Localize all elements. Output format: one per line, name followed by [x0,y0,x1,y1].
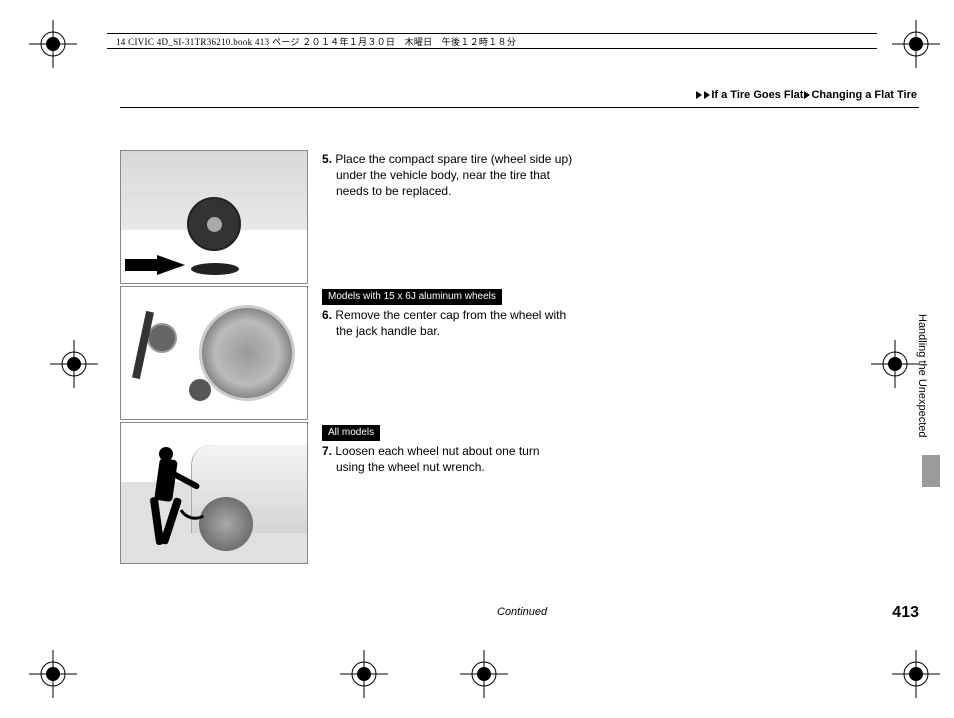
step-number: 7. [322,444,332,458]
crop-mark-icon [892,20,940,68]
step-line: Place the compact spare tire (wheel side… [335,152,572,166]
breadcrumb-section: If a Tire Goes Flat [711,89,803,101]
illustration-spare-under-car [120,150,308,284]
main-content: 5. Place the compact spare tire (wheel s… [120,150,894,566]
step-7: All models 7. Loosen each wheel nut abou… [120,422,894,564]
source-file-header: 14 CIVIC 4D_SI-31TR36210.book 413 ページ ２０… [116,35,516,48]
step-line: Remove the center cap from the wheel wit… [335,308,566,322]
breadcrumb: If a Tire Goes Flat Changing a Flat Tire [695,89,917,101]
continued-label: Continued [497,606,547,618]
step-line: Loosen each wheel nut about one turn [335,444,539,458]
step-number: 6. [322,308,332,322]
crop-mark-icon [50,340,98,388]
crop-mark-icon [29,20,77,68]
step-6: Models with 15 x 6J aluminum wheels 6. R… [120,286,894,420]
step-line: under the vehicle body, near the tire th… [322,167,572,183]
step-number: 5. [322,152,332,166]
breadcrumb-subsection: Changing a Flat Tire [811,89,917,101]
illustration-center-cap [120,286,308,420]
person-icon [139,447,193,551]
chevron-right-icon [804,91,810,99]
page-number: 413 [892,604,919,622]
step-6-text: Models with 15 x 6J aluminum wheels 6. R… [322,286,566,420]
model-variant-tag: All models [322,425,380,441]
wheel-icon [199,305,295,401]
crop-mark-icon [892,650,940,698]
chapter-thumb-tab [922,455,940,487]
chapter-side-label: Handling the Unexpected [916,314,928,438]
step-7-text: All models 7. Loosen each wheel nut abou… [322,422,540,564]
step-5-text: 5. Place the compact spare tire (wheel s… [322,150,572,284]
step-line: needs to be replaced. [322,183,572,199]
chevron-right-icon [696,91,702,99]
crop-mark-icon [460,650,508,698]
illustration-loosen-nuts [120,422,308,564]
crop-mark-icon [340,650,388,698]
step-5: 5. Place the compact spare tire (wheel s… [120,150,894,284]
crop-mark-icon [29,650,77,698]
chevron-right-icon [704,91,710,99]
step-line: using the wheel nut wrench. [322,459,540,475]
step-line: the jack handle bar. [322,323,566,339]
divider [120,107,919,108]
model-variant-tag: Models with 15 x 6J aluminum wheels [322,289,502,305]
center-cap-icon [147,323,177,353]
